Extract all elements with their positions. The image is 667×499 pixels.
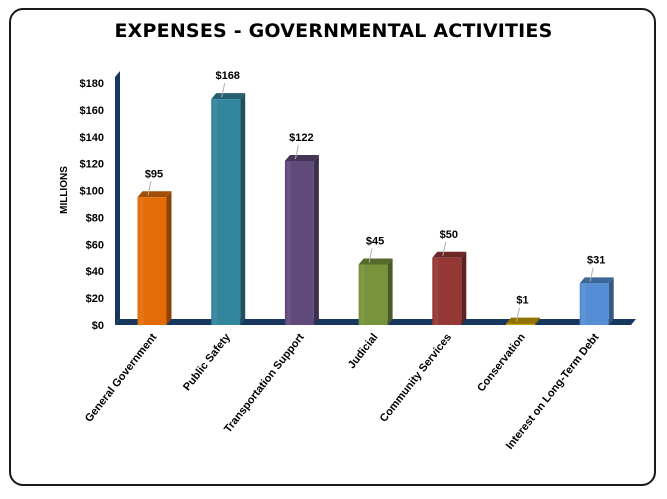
- data-label-leader: [368, 248, 373, 263]
- data-label: $31: [587, 254, 605, 266]
- x-tick-label: Community Services: [378, 331, 454, 424]
- bar-side: [535, 317, 540, 325]
- data-label: $50: [440, 229, 458, 241]
- y-tick-label: $120: [80, 159, 104, 171]
- bar-top: [432, 251, 467, 258]
- y-tick-label: $180: [80, 78, 104, 90]
- bar: [284, 154, 319, 325]
- data-label-leader: [589, 267, 594, 282]
- bar-side: [313, 154, 319, 325]
- bar-top: [579, 277, 614, 284]
- chart-title: EXPENSES - GOVERNMENTAL ACTIVITIES: [114, 20, 553, 42]
- y-tick-label: $100: [80, 186, 104, 198]
- x-tick-label: Judicial: [346, 331, 381, 371]
- back-wall: [115, 71, 120, 325]
- bar: [579, 277, 614, 325]
- bar-side: [240, 93, 246, 325]
- data-label-leader: [294, 144, 299, 160]
- bar: [137, 191, 172, 325]
- bar-highlight: [286, 160, 291, 325]
- y-tick-label: $20: [86, 293, 104, 305]
- bar-side: [166, 191, 172, 325]
- data-label: $45: [366, 236, 384, 248]
- x-tick-label: General Government: [83, 331, 160, 424]
- bar: [358, 258, 393, 325]
- data-label-leader: [516, 307, 520, 322]
- y-tick-label: $140: [80, 132, 104, 144]
- data-label: $168: [215, 70, 239, 82]
- bar-highlight: [434, 257, 439, 325]
- bar-top: [506, 317, 540, 324]
- data-label-leader: [221, 83, 226, 98]
- bar-side: [461, 251, 467, 325]
- bar-top: [358, 258, 393, 265]
- data-label: $95: [145, 168, 163, 180]
- data-label-leader: [147, 181, 152, 196]
- bar-highlight: [139, 197, 144, 325]
- bar: [432, 251, 467, 325]
- bar-top: [137, 191, 172, 198]
- x-tick-label: Transportation Support: [222, 331, 307, 435]
- y-tick-label: $80: [86, 212, 104, 224]
- bar-highlight: [581, 283, 586, 325]
- bar-side: [608, 277, 614, 325]
- bar: [506, 317, 540, 325]
- bar-highlight: [508, 323, 512, 325]
- x-tick-label: Conservation: [475, 331, 528, 394]
- bar-top: [211, 93, 246, 100]
- bar-side: [387, 258, 393, 325]
- bar-top: [284, 154, 319, 161]
- y-tick-label: $0: [92, 320, 104, 332]
- y-tick-label: $40: [86, 266, 104, 278]
- x-tick-label: Public Safety: [181, 331, 234, 394]
- data-label: $122: [289, 132, 313, 144]
- y-axis-title: MILLIONS: [59, 166, 70, 214]
- data-label: $1: [516, 295, 528, 307]
- bar: [211, 93, 246, 325]
- bar-highlight: [213, 99, 218, 325]
- y-tick-label: $160: [80, 105, 104, 117]
- y-tick-label: $60: [86, 239, 104, 251]
- bar-front: [506, 323, 535, 325]
- data-label-leader: [442, 241, 447, 256]
- bar-highlight: [360, 264, 365, 325]
